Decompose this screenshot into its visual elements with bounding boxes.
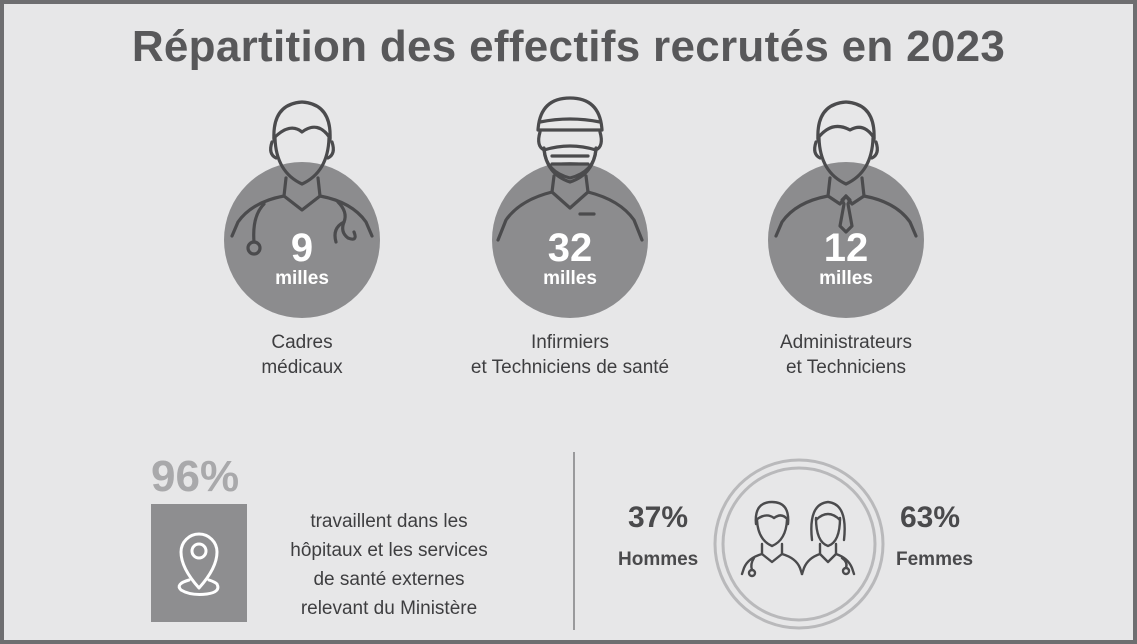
doctor-icon: [230, 100, 374, 256]
location-percent: 96%: [151, 452, 240, 501]
value-number: 32: [547, 226, 593, 270]
administrator-icon: [774, 100, 918, 238]
male-female-doctors-icon: [740, 500, 856, 578]
women-label: Femmes: [896, 549, 974, 570]
category-card-medical: 9 milles Cadres médicaux: [172, 92, 432, 392]
category-label: Cadres médicaux: [261, 332, 343, 378]
men-label: Hommes: [618, 549, 699, 570]
category-label: Infirmiers et Techniciens de santé: [470, 332, 670, 378]
category-card-administrative: 12 milles Administrateurs et Techniciens: [716, 92, 976, 392]
infographic-canvas: Répartition des effectifs recrutés en 20…: [4, 4, 1133, 640]
gender-ring: [713, 458, 885, 630]
location-box: [151, 504, 247, 622]
value-unit: milles: [543, 268, 597, 289]
value-unit: milles: [275, 268, 329, 289]
men-percent: 37%: [628, 501, 689, 534]
value-circle: [492, 162, 648, 318]
category-label: Administrateurs et Techniciens: [780, 332, 912, 378]
page-title: Répartition des effectifs recrutés en 20…: [131, 22, 1006, 71]
value-circle: [768, 162, 924, 318]
location-pin-icon: [177, 532, 220, 596]
location-description: travaillent dans les hôpitaux et les ser…: [290, 511, 488, 619]
women-percent: 63%: [900, 501, 961, 534]
value-number: 12: [823, 226, 869, 270]
value-number: 9: [290, 226, 314, 270]
section-divider: [573, 452, 575, 630]
value-unit: milles: [819, 268, 873, 289]
nurse-icon: [496, 96, 644, 242]
category-card-nursing: 32 milles Infirmiers et Techniciens de s…: [440, 92, 700, 392]
